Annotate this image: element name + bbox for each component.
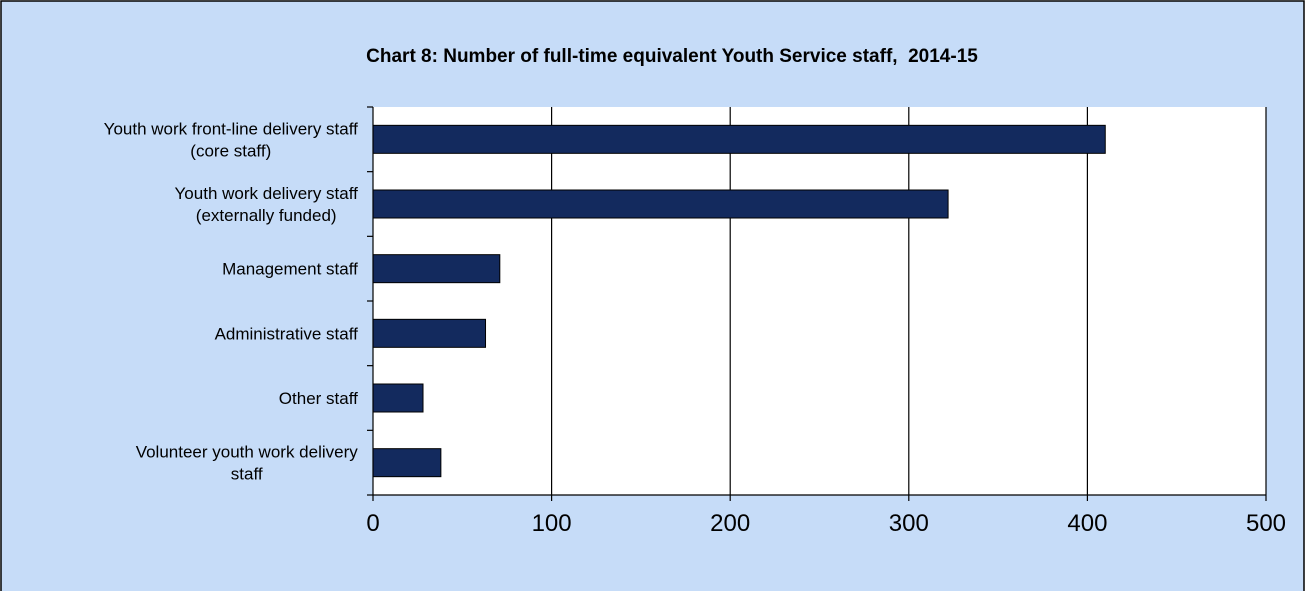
- x-tick-label: 500: [1246, 510, 1286, 537]
- bars: [372, 124, 1106, 478]
- bar: [372, 318, 487, 348]
- category-labels: Youth work front-line delivery staff (cor…: [104, 119, 359, 483]
- category-label: Youth work front-line delivery staff (cor…: [104, 119, 358, 160]
- bar: [372, 124, 1106, 154]
- x-tick-label: 200: [710, 510, 750, 537]
- category-label: Management staff: [222, 260, 358, 279]
- category-label: Youth work delivery staff (externally fun…: [175, 184, 359, 225]
- bar: [372, 189, 949, 219]
- x-tick-label: 400: [1067, 510, 1107, 537]
- bar: [372, 448, 442, 478]
- category-label: Volunteer youth work delivery staff: [136, 443, 359, 484]
- tick-labels: 0 100 200 300 400 500: [366, 510, 1286, 537]
- chart-title: Chart 8: Number of full-time equivalent …: [366, 46, 978, 67]
- plot-area: [373, 107, 1266, 495]
- category-label: Other staff: [279, 389, 358, 408]
- bar: [372, 254, 501, 284]
- gridlines: [550, 107, 1267, 495]
- bar: [372, 383, 424, 413]
- x-tick-label: 300: [889, 510, 929, 537]
- axes: [367, 106, 1267, 501]
- x-tick-label: 0: [366, 510, 379, 537]
- category-label: Administrative staff: [215, 324, 359, 343]
- x-tick-label: 100: [532, 510, 572, 537]
